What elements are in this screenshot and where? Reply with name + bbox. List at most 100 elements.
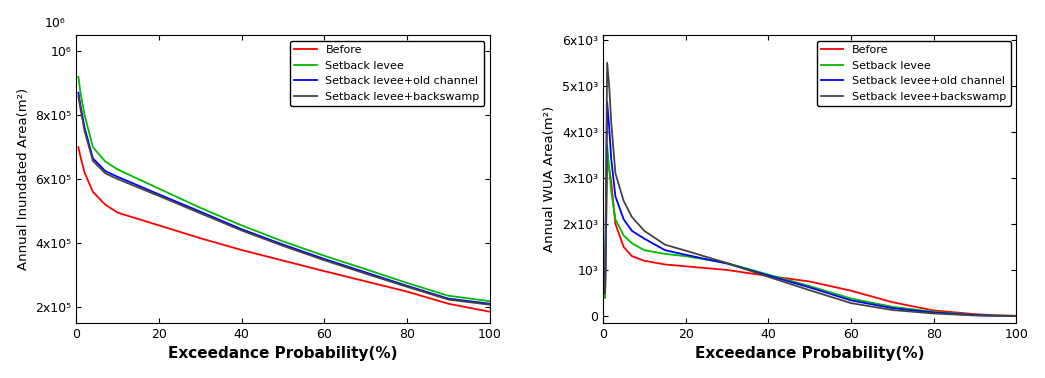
Setback levee+backswamp [484, 302, 496, 307]
Setback levee [484, 299, 496, 304]
Setback levee [112, 167, 124, 172]
Setback levee+old channel [401, 284, 414, 288]
Before [886, 300, 899, 304]
Before [153, 223, 165, 228]
Before [318, 269, 330, 273]
Setback levee+old channel [601, 100, 613, 104]
Before [721, 268, 734, 272]
Line: Setback levee: Setback levee [78, 77, 490, 301]
Setback levee [74, 90, 87, 95]
Before [1011, 313, 1023, 318]
Y-axis label: Annual Inundated Area(m²): Annual Inundated Area(m²) [17, 88, 29, 270]
Setback levee [804, 284, 816, 288]
Before [626, 254, 638, 259]
Setback levee+backswamp [153, 194, 165, 198]
Setback levee [844, 296, 857, 301]
Before [990, 313, 1002, 318]
Setback levee+old channel [618, 217, 630, 222]
Setback levee+old channel [804, 285, 816, 290]
Setback levee+old channel [194, 209, 207, 214]
Setback levee [1011, 314, 1023, 318]
Setback levee+old channel [74, 103, 87, 108]
Before [762, 274, 774, 278]
Setback levee+old channel [844, 298, 857, 303]
Setback levee+backswamp [969, 313, 981, 318]
Line: Setback levee+old channel: Setback levee+old channel [605, 102, 1017, 316]
Setback levee+old channel [969, 313, 981, 318]
Setback levee [401, 281, 414, 285]
Before [99, 202, 112, 207]
Setback levee [679, 254, 692, 259]
Setback levee+old channel [112, 175, 124, 179]
Setback levee+old channel [1011, 314, 1023, 318]
Setback levee+old channel [235, 227, 248, 231]
Setback levee+backswamp [112, 177, 124, 181]
Setback levee+backswamp [603, 84, 616, 88]
Setback levee+backswamp [679, 248, 692, 253]
Setback levee [609, 217, 622, 222]
Setback levee+old channel [359, 270, 372, 275]
Setback levee [886, 305, 899, 309]
Setback levee+old channel [658, 248, 671, 253]
Before [74, 155, 87, 159]
Setback levee [78, 113, 91, 118]
Setback levee [442, 293, 455, 298]
Setback levee+backswamp [618, 199, 630, 203]
Setback levee+old channel [990, 313, 1002, 318]
Setback levee+old channel [886, 306, 899, 310]
Setback levee [72, 74, 85, 79]
Setback levee [618, 233, 630, 238]
Before [277, 258, 289, 263]
Setback levee+backswamp [844, 301, 857, 305]
Setback levee [599, 295, 611, 300]
Setback levee [626, 241, 638, 246]
Setback levee+backswamp [928, 311, 940, 316]
Setback levee+old channel [87, 156, 99, 161]
Before [618, 245, 630, 249]
Setback levee+backswamp [78, 129, 91, 133]
Before [601, 160, 613, 164]
Before [969, 312, 981, 316]
Setback levee+backswamp [99, 171, 112, 176]
Legend: Before, Setback levee, Setback levee+old channel, Setback levee+backswamp: Before, Setback levee, Setback levee+old… [289, 41, 484, 106]
Setback levee+backswamp [626, 215, 638, 219]
Setback levee+old channel [721, 261, 734, 266]
Before [194, 236, 207, 240]
Before [401, 289, 414, 294]
Setback levee+backswamp [601, 60, 613, 65]
Text: 10⁶: 10⁶ [45, 17, 65, 29]
Setback levee+old channel [679, 253, 692, 257]
Before [442, 302, 455, 306]
Setback levee [601, 143, 613, 148]
Before [359, 279, 372, 284]
Before [638, 259, 651, 263]
Before [658, 262, 671, 267]
Before [112, 211, 124, 215]
Setback levee+backswamp [74, 107, 87, 111]
Setback levee [99, 159, 112, 164]
Before [679, 264, 692, 268]
Setback levee+backswamp [318, 258, 330, 263]
Before [609, 222, 622, 226]
Setback levee+old channel [626, 229, 638, 233]
Setback levee [658, 252, 671, 256]
Setback levee+backswamp [605, 121, 618, 125]
Setback levee+old channel [638, 236, 651, 241]
Before [928, 308, 940, 313]
Setback levee [87, 145, 99, 149]
Setback levee+old channel [153, 192, 165, 197]
Y-axis label: Annual WUA Area(m²): Annual WUA Area(m²) [543, 106, 556, 252]
Setback levee+backswamp [599, 291, 611, 295]
Setback levee+backswamp [359, 271, 372, 276]
Setback levee+old channel [603, 125, 616, 130]
Line: Setback levee+backswamp: Setback levee+backswamp [78, 96, 490, 305]
Setback levee+old channel [609, 194, 622, 198]
Setback levee [605, 189, 618, 194]
Setback levee+backswamp [762, 275, 774, 279]
Setback levee+backswamp [72, 94, 85, 98]
Setback levee+old channel [72, 90, 85, 95]
Setback levee+backswamp [194, 211, 207, 215]
Line: Setback levee: Setback levee [605, 146, 1017, 316]
Before [78, 170, 91, 175]
Setback levee+backswamp [442, 297, 455, 302]
